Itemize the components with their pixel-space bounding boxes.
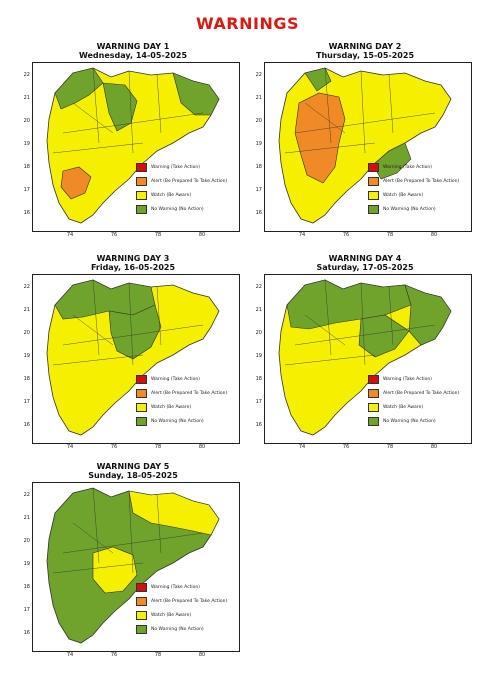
legend-label: Warning (Take Action)	[151, 584, 200, 590]
warning-day-1-panel: WARNING DAY 1 Wednesday, 14-05-2025 22 2…	[18, 42, 248, 242]
warning-day-2-panel: WARNING DAY 2 Thursday, 15-05-2025 22 21…	[250, 42, 480, 242]
panel-title: WARNING DAY 5 Sunday, 18-05-2025	[18, 462, 248, 480]
alert-swatch	[368, 176, 379, 186]
zone-no-warning-north-west	[304, 67, 332, 92]
state-outline	[46, 67, 220, 224]
panel-heading: WARNING DAY 1	[96, 42, 170, 51]
panel-date: Saturday, 17-05-2025	[316, 263, 414, 272]
zone-no-warning-central	[358, 314, 410, 358]
warning-swatch	[136, 582, 147, 592]
legend-label: Warning (Take Action)	[383, 376, 432, 382]
legend-label: Watch (Be Aware)	[151, 404, 192, 410]
alert-swatch	[368, 388, 379, 398]
zone-no-warning-north	[54, 279, 156, 320]
legend-label: Alert (Be Prepared To Take Action)	[151, 390, 228, 396]
panel-date: Thursday, 15-05-2025	[315, 51, 415, 60]
zone-watch-north-east	[128, 490, 220, 536]
zone-no-warning-central	[102, 82, 138, 132]
no-warning-swatch	[136, 416, 147, 426]
zone-no-warning-east	[404, 284, 452, 346]
legend-label: No Warning (No Action)	[151, 418, 204, 424]
legend: Warning (Take Action) Alert (Be Prepared…	[368, 160, 459, 216]
map-day-2	[264, 62, 472, 232]
legend-label: Warning (Take Action)	[151, 376, 200, 382]
panel-date: Friday, 16-05-2025	[90, 263, 176, 272]
panel-heading: WARNING DAY 4	[328, 254, 402, 263]
legend-label: Watch (Be Aware)	[383, 404, 424, 410]
legend-label: Alert (Be Prepared To Take Action)	[151, 598, 228, 604]
warning-swatch	[368, 374, 379, 384]
warning-swatch	[368, 162, 379, 172]
legend-label: Alert (Be Prepared To Take Action)	[383, 178, 460, 184]
legend-label: Warning (Take Action)	[151, 164, 200, 170]
warning-day-3-panel: WARNING DAY 3 Friday, 16-05-2025 22 21 2…	[18, 254, 248, 454]
panel-title: WARNING DAY 3 Friday, 16-05-2025	[18, 254, 248, 272]
legend-label: Alert (Be Prepared To Take Action)	[151, 178, 228, 184]
legend-label: No Warning (No Action)	[151, 206, 204, 212]
panel-date: Sunday, 18-05-2025	[88, 471, 178, 480]
warning-day-4-panel: WARNING DAY 4 Saturday, 17-05-2025 22 21…	[250, 254, 480, 454]
panel-heading: WARNING DAY 3	[96, 254, 170, 263]
legend-label: Watch (Be Aware)	[383, 192, 424, 198]
no-warning-swatch	[368, 416, 379, 426]
legend: Warning (Take Action) Alert (Be Prepared…	[136, 160, 227, 216]
zone-no-warning-south-east	[372, 142, 412, 180]
legend-label: Watch (Be Aware)	[151, 612, 192, 618]
no-warning-swatch	[368, 204, 379, 214]
map-day-1	[32, 62, 240, 232]
map-day-5	[32, 482, 240, 652]
legend-label: Watch (Be Aware)	[151, 192, 192, 198]
legend-label: Warning (Take Action)	[383, 164, 432, 170]
panel-title: WARNING DAY 1 Wednesday, 14-05-2025	[18, 42, 248, 60]
zone-alert-west-central	[294, 92, 346, 184]
zone-no-warning-north-west	[54, 67, 104, 110]
panel-title: WARNING DAY 2 Thursday, 15-05-2025	[250, 42, 480, 60]
no-warning-swatch	[136, 624, 147, 634]
zone-no-warning-central	[108, 304, 162, 360]
warning-swatch	[136, 162, 147, 172]
map-day-4	[264, 274, 472, 444]
legend: Warning (Take Action) Alert (Be Prepared…	[368, 372, 459, 428]
legend: Warning (Take Action) Alert (Be Prepared…	[136, 580, 227, 636]
watch-swatch	[368, 190, 379, 200]
panel-heading: WARNING DAY 2	[328, 42, 402, 51]
zone-alert-south-west	[60, 166, 92, 200]
panel-date: Wednesday, 14-05-2025	[78, 51, 188, 60]
zone-watch-south-central	[92, 546, 138, 594]
map-day-3	[32, 274, 240, 444]
legend-label: No Warning (No Action)	[151, 626, 204, 632]
alert-swatch	[136, 596, 147, 606]
panel-heading: WARNING DAY 5	[96, 462, 170, 471]
panel-title: WARNING DAY 4 Saturday, 17-05-2025	[250, 254, 480, 272]
legend-label: Alert (Be Prepared To Take Action)	[383, 390, 460, 396]
watch-swatch	[136, 190, 147, 200]
watch-swatch	[368, 402, 379, 412]
watch-swatch	[136, 402, 147, 412]
legend-label: No Warning (No Action)	[383, 206, 436, 212]
alert-swatch	[136, 388, 147, 398]
zone-no-warning-east	[172, 72, 220, 116]
legend-label: No Warning (No Action)	[383, 418, 436, 424]
warning-swatch	[136, 374, 147, 384]
no-warning-swatch	[136, 204, 147, 214]
watch-swatch	[136, 610, 147, 620]
page-title: WARNINGS	[195, 14, 300, 33]
alert-swatch	[136, 176, 147, 186]
warning-day-5-panel: WARNING DAY 5 Sunday, 18-05-2025 22 21 2…	[18, 462, 248, 662]
legend: Warning (Take Action) Alert (Be Prepared…	[136, 372, 227, 428]
